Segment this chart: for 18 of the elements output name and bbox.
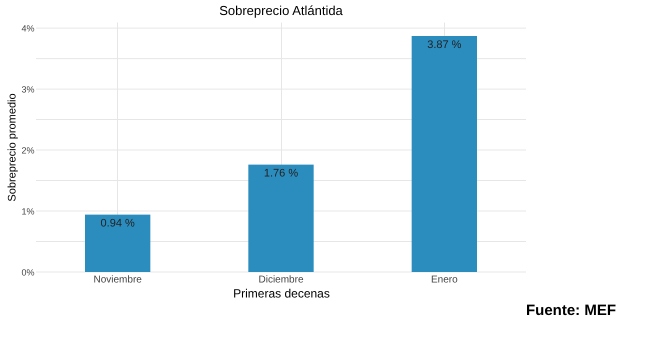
- data-label: 1.76 %: [264, 168, 298, 180]
- y-axis-title: Sobreprecio promedio: [6, 93, 18, 202]
- y-tick-label: 4%: [21, 24, 34, 34]
- y-tick-label: 3%: [21, 84, 34, 95]
- y-tick-label: 2%: [21, 146, 34, 156]
- x-axis-title: Primeras decenas: [233, 286, 330, 300]
- bar: [248, 164, 314, 272]
- x-tick-label: Diciembre: [258, 274, 304, 286]
- y-tick-label: 0%: [21, 268, 34, 278]
- x-tick-label: Noviembre: [93, 274, 142, 286]
- bar: [412, 36, 477, 272]
- source-note: Fuente: MEF: [526, 302, 616, 319]
- data-label: 3.87 %: [427, 39, 462, 52]
- y-tick-label: 1%: [21, 206, 34, 217]
- chart-title: Sobreprecio Atlántida: [219, 3, 344, 18]
- data-label: 0.94 %: [100, 218, 136, 230]
- x-tick-label: Enero: [430, 274, 458, 286]
- bar: [85, 214, 150, 272]
